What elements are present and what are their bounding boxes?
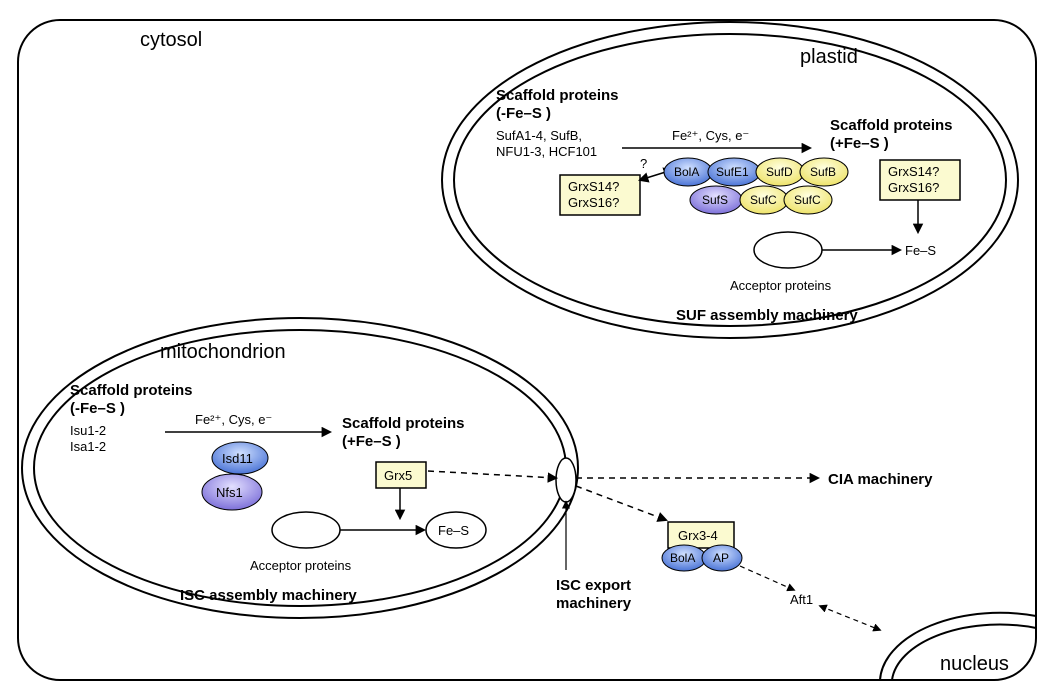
plastid-scaffold-pos-sub: (+Fe–S ) <box>830 135 889 152</box>
grx5-label: Grx5 <box>384 468 412 483</box>
mito-inputs: Fe²⁺, Cys, e⁻ <box>195 412 272 427</box>
sufc1-label: SufC <box>750 193 777 207</box>
sufs-label: SufS <box>702 193 728 207</box>
isd11-label: Isd11 <box>222 451 253 466</box>
aft1-to-nucleus <box>820 606 880 630</box>
mito-label: mitochondrion <box>160 341 286 363</box>
mito-fes: Fe–S <box>438 523 469 538</box>
plastid-scaffold-pos-title: Scaffold proteins <box>830 117 953 134</box>
mito-scaffold-neg-sub: (-Fe–S ) <box>70 400 125 417</box>
bola-cytosol-label: BolA <box>670 551 695 565</box>
sufe1-label: SufE1 <box>716 165 749 179</box>
plastid-q: ? <box>640 156 647 171</box>
grx5-to-port <box>428 471 556 478</box>
plastid-scaffold-neg-sub: (-Fe–S ) <box>496 105 551 122</box>
aft1-label: Aft1 <box>790 592 813 607</box>
grx34-to-aft1 <box>740 566 794 590</box>
bola-plastid-label: BolA <box>674 165 699 179</box>
plastid-acceptor: Acceptor proteins <box>730 278 832 293</box>
plastid-grx-a: GrxS14? GrxS16? <box>568 179 623 210</box>
mito-outer <box>22 318 578 618</box>
pathway-diagram: cytosol plastid Scaffold proteins (-Fe–S… <box>0 0 1050 695</box>
suf-assembly: SUF assembly machinery <box>676 307 858 324</box>
plastid-scaffold-neg-title: Scaffold proteins <box>496 87 619 104</box>
grx34-label: Grx3-4 <box>678 528 718 543</box>
port-to-grx34 <box>576 486 666 520</box>
plastid-fes: Fe–S <box>905 243 936 258</box>
plastid-grx-b: GrxS14? GrxS16? <box>888 164 943 195</box>
plastid-label: plastid <box>800 46 858 68</box>
mito-scaffold-pos-sub: (+Fe–S ) <box>342 433 401 450</box>
ap-cytosol-label: AP <box>713 551 729 565</box>
nucleus-label: nucleus <box>940 653 1009 675</box>
cytosol-label: cytosol <box>140 29 202 51</box>
plastid-scaffold-list: SufA1-4, SufB, NFU1-3, HCF101 <box>496 128 597 159</box>
sufd-label: SufD <box>766 165 793 179</box>
mito-scaffold-list: Isu1-2 Isa1-2 <box>70 423 110 454</box>
mito-scaffold-neg-title: Scaffold proteins <box>70 382 193 399</box>
mito-acceptor: Acceptor proteins <box>250 558 352 573</box>
isc-assembly: ISC assembly machinery <box>180 587 357 604</box>
sufb-label: SufB <box>810 165 836 179</box>
isc-export-port <box>556 458 576 502</box>
mito-scaffold-pos-title: Scaffold proteins <box>342 415 465 432</box>
plastid-inputs: Fe²⁺, Cys, e⁻ <box>672 128 749 143</box>
mito-acceptor-oval <box>272 512 340 548</box>
plastid-acceptor-oval <box>754 232 822 268</box>
sufc2-label: SufC <box>794 193 821 207</box>
cia-label: CIA machinery <box>828 471 933 488</box>
nfs1-label: Nfs1 <box>216 485 243 500</box>
isc-export: ISC export machinery <box>556 577 635 612</box>
